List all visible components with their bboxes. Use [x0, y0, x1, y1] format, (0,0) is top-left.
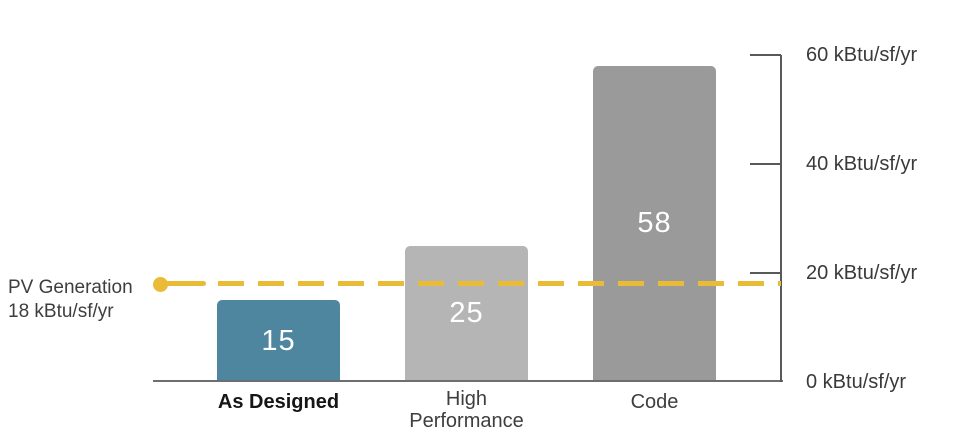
category-label-high-performance: High Performance — [377, 388, 557, 432]
bar-code: 58 — [593, 65, 716, 382]
y-axis-line — [780, 55, 782, 382]
y-tick-40 — [750, 163, 781, 165]
pv-generation-annotation-line2: 18 kBtu/sf/yr — [8, 300, 114, 322]
bar-as-designed: 15 — [217, 300, 340, 382]
bar-value-label-high-performance: 25 — [449, 297, 484, 330]
pv-generation-annotation: PV Generation 18 kBtu/sf/yr — [8, 276, 158, 324]
y-tick-label-20: 20 kBtu/sf/yr — [806, 262, 918, 284]
pv-reference-dot — [153, 276, 168, 292]
pv-reference-dashed-line — [218, 280, 781, 286]
category-label-high-performance-text: High Performance — [409, 388, 524, 432]
bar-value-label-code: 58 — [637, 207, 672, 240]
bar-high-performance: 25 — [405, 245, 528, 382]
x-axis-line — [153, 380, 783, 382]
bar-value-label-as-designed: 15 — [261, 324, 296, 357]
category-label-code: Code — [630, 391, 679, 413]
category-label-as-designed: As Designed — [217, 391, 340, 413]
y-tick-60 — [750, 54, 781, 56]
y-tick-20 — [750, 272, 781, 274]
pv-generation-annotation-line1: PV Generation — [8, 276, 133, 298]
y-tick-label-60: 60 kBtu/sf/yr — [806, 44, 918, 66]
pv-reference-line-start — [162, 280, 206, 286]
y-tick-label-0: 0 kBtu/sf/yr — [806, 371, 907, 393]
y-tick-label-40: 40 kBtu/sf/yr — [806, 153, 918, 175]
